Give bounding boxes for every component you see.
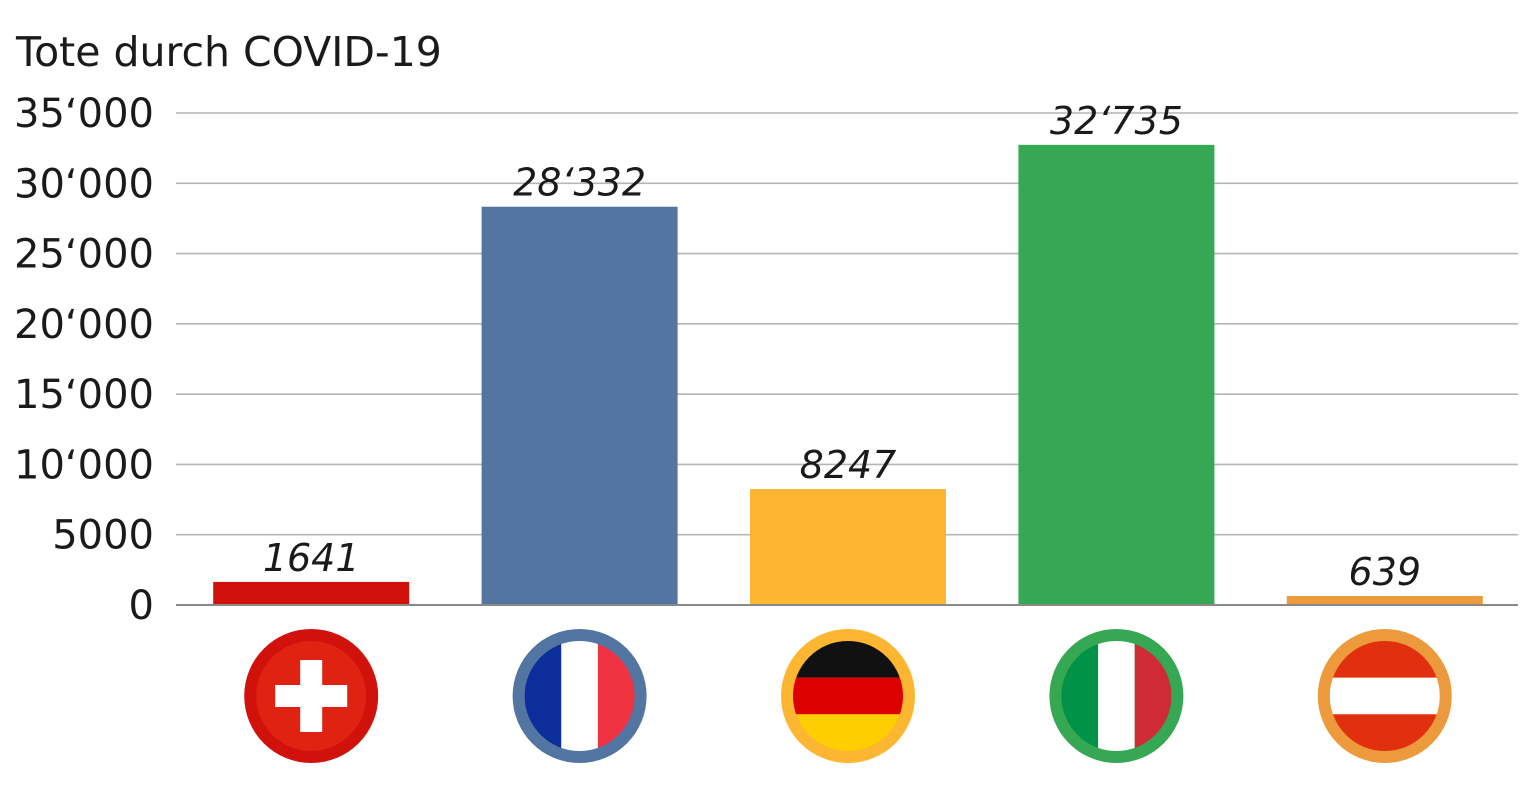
data-label: 639 — [1349, 550, 1422, 594]
y-tick-label: 35‘000 — [14, 91, 154, 137]
bar — [1018, 144, 1215, 606]
data-label: 8247 — [800, 443, 897, 487]
bar — [750, 489, 946, 605]
flag-italy-icon — [1049, 629, 1184, 763]
data-label: 1641 — [263, 536, 360, 580]
bar — [1286, 596, 1483, 605]
flag-austria-icon — [1317, 629, 1452, 763]
y-tick-label: 30‘000 — [14, 161, 154, 207]
country-flags — [244, 629, 1452, 763]
data-label: 32‘735 — [1050, 99, 1183, 143]
y-tick-label: 15‘000 — [14, 372, 154, 418]
y-tick-label: 5000 — [52, 513, 154, 559]
y-axis-tick-labels: 0 5000 10‘000 15‘000 20‘000 25‘000 30‘000 35‘00… — [14, 91, 154, 629]
bar — [481, 206, 678, 605]
grid-lines — [176, 112, 1518, 536]
data-labels: 1641 28‘332 8247 32‘735 639 — [263, 99, 1421, 594]
data-label: 28‘332 — [513, 161, 646, 205]
flag-france-icon — [512, 629, 647, 763]
chart-title: Tote durch COVID-19 — [15, 28, 442, 76]
bars — [213, 144, 1483, 606]
y-tick-label: 20‘000 — [14, 302, 154, 348]
flag-germany-icon — [781, 629, 915, 763]
flag-switzerland-icon — [244, 629, 379, 763]
y-tick-label: 10‘000 — [14, 442, 154, 488]
bar — [213, 581, 410, 605]
y-tick-label: 0 — [129, 583, 154, 629]
y-tick-label: 25‘000 — [14, 232, 154, 278]
